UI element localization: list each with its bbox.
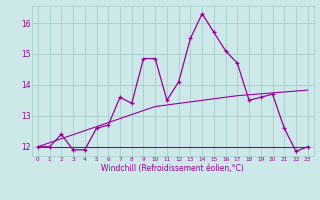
X-axis label: Windchill (Refroidissement éolien,°C): Windchill (Refroidissement éolien,°C) bbox=[101, 164, 244, 173]
